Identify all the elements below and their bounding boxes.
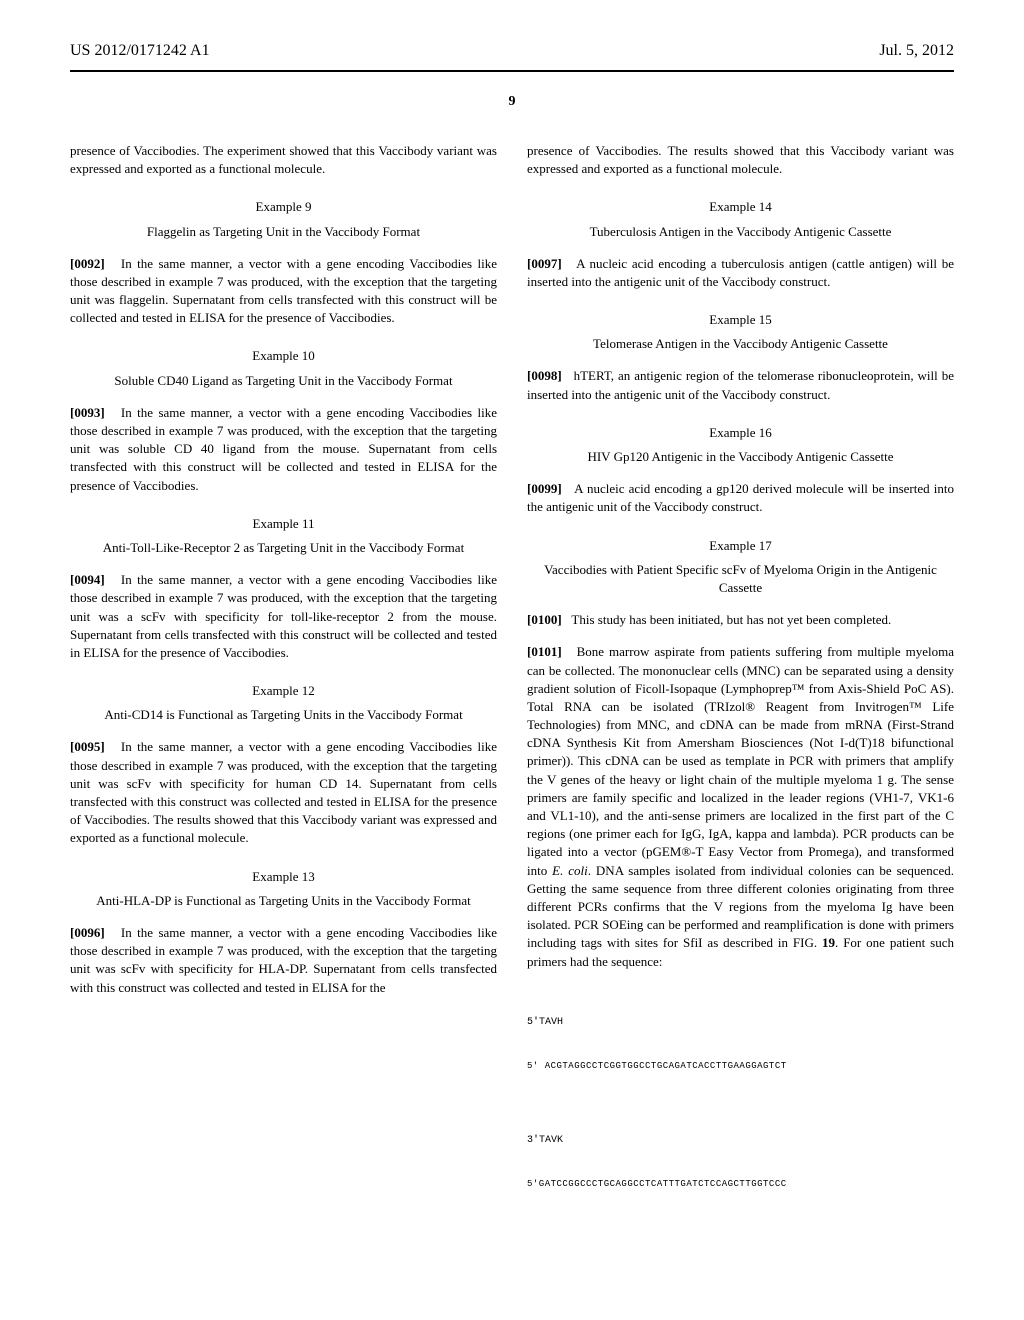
para-num-0092: [0092] (70, 256, 105, 271)
example-12-label: Example 12 (70, 682, 497, 700)
para-text-0101-italic: E. coli (552, 863, 588, 878)
para-text-0092: In the same manner, a vector with a gene… (70, 256, 497, 326)
example-17-label: Example 17 (527, 537, 954, 555)
para-text-0101-bold: 19 (822, 935, 835, 950)
sequence-block: 5'TAVH 5' ACGTAGGCCTCGGTGGCCTGCAGATCACCT… (527, 985, 954, 1222)
paragraph-0096: [0096] In the same manner, a vector with… (70, 924, 497, 997)
para-num-0095: [0095] (70, 739, 105, 754)
seq-text-2: 5'GATCCGGCCCTGCAGGCCTCATTTGATCTCCAGCTTGG… (527, 1178, 954, 1192)
para-num-0094: [0094] (70, 572, 105, 587)
paragraph-0097: [0097] A nucleic acid encoding a tubercu… (527, 255, 954, 291)
para-text-0101-a: Bone marrow aspirate from patients suffe… (527, 644, 954, 877)
example-10-label: Example 10 (70, 347, 497, 365)
para-text-0096: In the same manner, a vector with a gene… (70, 925, 497, 995)
para-text-0100: This study has been initiated, but has n… (571, 612, 891, 627)
left-column: presence of Vaccibodies. The experiment … (70, 142, 497, 1232)
example-10-title: Soluble CD40 Ligand as Targeting Unit in… (70, 372, 497, 390)
example-16-label: Example 16 (527, 424, 954, 442)
paragraph-0099: [0099] A nucleic acid encoding a gp120 d… (527, 480, 954, 516)
example-9-title: Flaggelin as Targeting Unit in the Vacci… (70, 223, 497, 241)
para-text-0099: A nucleic acid encoding a gp120 derived … (527, 481, 954, 514)
example-12-title: Anti-CD14 is Functional as Targeting Uni… (70, 706, 497, 724)
para-num-0097: [0097] (527, 256, 562, 271)
example-17-title: Vaccibodies with Patient Specific scFv o… (527, 561, 954, 597)
para-num-0101: [0101] (527, 644, 562, 659)
example-15-label: Example 15 (527, 311, 954, 329)
intro-paragraph-left: presence of Vaccibodies. The experiment … (70, 142, 497, 178)
paragraph-0093: [0093] In the same manner, a vector with… (70, 404, 497, 495)
para-text-0093: In the same manner, a vector with a gene… (70, 405, 497, 493)
paragraph-0092: [0092] In the same manner, a vector with… (70, 255, 497, 328)
right-column: presence of Vaccibodies. The results sho… (527, 142, 954, 1232)
para-num-0098: [0098] (527, 368, 562, 383)
para-num-0093: [0093] (70, 405, 105, 420)
para-text-0095: In the same manner, a vector with a gene… (70, 739, 497, 845)
paragraph-0100: [0100] This study has been initiated, bu… (527, 611, 954, 629)
example-13-title: Anti-HLA-DP is Functional as Targeting U… (70, 892, 497, 910)
seq-label-1: 5'TAVH (527, 1015, 954, 1030)
paragraph-0095: [0095] In the same manner, a vector with… (70, 738, 497, 847)
example-14-label: Example 14 (527, 198, 954, 216)
para-text-0097: A nucleic acid encoding a tuberculosis a… (527, 256, 954, 289)
publication-number: US 2012/0171242 A1 (70, 40, 210, 62)
para-num-0100: [0100] (527, 612, 562, 627)
paragraph-0098: [0098] hTERT, an antigenic region of the… (527, 367, 954, 403)
example-13-label: Example 13 (70, 868, 497, 886)
paragraph-0101: [0101] Bone marrow aspirate from patient… (527, 643, 954, 970)
intro-paragraph-right: presence of Vaccibodies. The results sho… (527, 142, 954, 178)
publication-date: Jul. 5, 2012 (879, 40, 954, 62)
para-text-0098: hTERT, an antigenic region of the telome… (527, 368, 954, 401)
example-11-title: Anti-Toll-Like-Receptor 2 as Targeting U… (70, 539, 497, 557)
seq-text-1: 5' ACGTAGGCCTCGGTGGCCTGCAGATCACCTTGAAGGA… (527, 1060, 954, 1074)
para-num-0096: [0096] (70, 925, 105, 940)
paragraph-0094: [0094] In the same manner, a vector with… (70, 571, 497, 662)
example-15-title: Telomerase Antigen in the Vaccibody Anti… (527, 335, 954, 353)
example-16-title: HIV Gp120 Antigenic in the Vaccibody Ant… (527, 448, 954, 466)
para-num-0099: [0099] (527, 481, 562, 496)
example-14-title: Tuberculosis Antigen in the Vaccibody An… (527, 223, 954, 241)
content-columns: presence of Vaccibodies. The experiment … (70, 142, 954, 1232)
example-9-label: Example 9 (70, 198, 497, 216)
seq-label-2: 3'TAVK (527, 1133, 954, 1148)
para-text-0094: In the same manner, a vector with a gene… (70, 572, 497, 660)
example-11-label: Example 11 (70, 515, 497, 533)
page-number: 9 (70, 92, 954, 112)
header-divider (70, 70, 954, 72)
page-header: US 2012/0171242 A1 Jul. 5, 2012 (70, 40, 954, 62)
